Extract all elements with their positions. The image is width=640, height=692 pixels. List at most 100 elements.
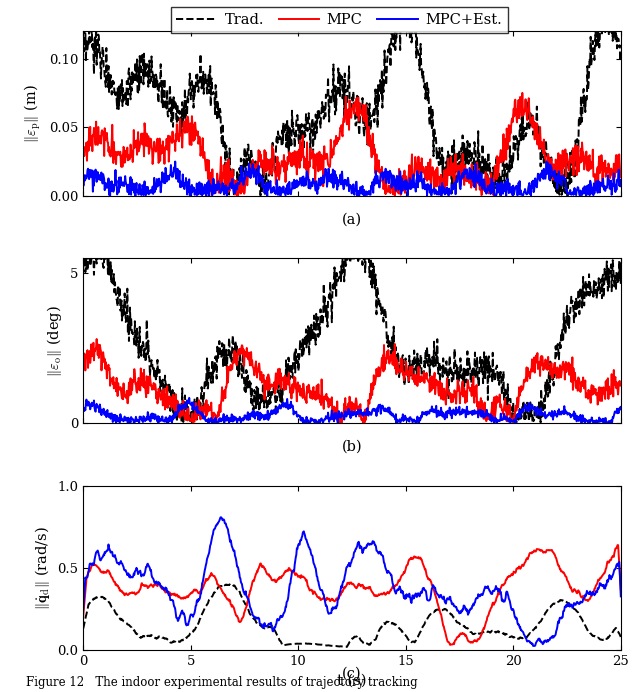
- Line: MPC: MPC: [83, 339, 621, 423]
- MPC+Est.: [298, 181, 305, 190]
- Trad.: [449, 181, 457, 189]
- Trad.: [393, 13, 401, 21]
- MPC+Est.: [449, 599, 457, 608]
- Trad.: [499, 376, 507, 385]
- Trad.: [509, 633, 517, 641]
- MPC: [617, 173, 625, 181]
- MPC: [233, 192, 241, 200]
- MPC+Est.: [449, 410, 457, 418]
- MPC+Est.: [617, 403, 625, 411]
- MPC: [93, 335, 100, 343]
- Y-axis label: $\|\boldsymbol{\varepsilon}_{\mathrm{o}}\|$ (deg): $\|\boldsymbol{\varepsilon}_{\mathrm{o}}…: [45, 305, 65, 376]
- Trad.: [617, 49, 625, 57]
- MPC: [79, 147, 87, 155]
- MPC: [317, 397, 324, 405]
- Trad.: [617, 632, 625, 641]
- Y-axis label: $\|\dot{\mathbf{q}}_{\mathrm{d}}\|$ (rad/s): $\|\dot{\mathbf{q}}_{\mathrm{d}}\|$ (rad…: [33, 526, 52, 610]
- MPC+Est.: [134, 570, 142, 579]
- Trad.: [343, 643, 351, 651]
- Y-axis label: $\|\boldsymbol{\varepsilon}_{\mathrm{p}}\|$ (m): $\|\boldsymbol{\varepsilon}_{\mathrm{p}}…: [23, 84, 44, 143]
- MPC: [518, 89, 526, 97]
- MPC+Est.: [617, 176, 625, 184]
- MPC+Est.: [317, 174, 325, 182]
- MPC: [317, 166, 324, 174]
- MPC: [449, 640, 457, 648]
- MPC: [298, 385, 305, 394]
- MPC+Est.: [186, 394, 193, 402]
- MPC+Est.: [600, 419, 607, 428]
- MPC: [79, 358, 87, 366]
- Trad.: [298, 339, 305, 347]
- Trad.: [316, 116, 324, 125]
- Trad.: [79, 34, 87, 42]
- MPC: [335, 419, 342, 427]
- MPC+Est.: [79, 181, 87, 189]
- Text: (a): (a): [342, 212, 362, 226]
- Trad.: [79, 254, 87, 262]
- MPC+Est.: [500, 182, 508, 190]
- MPC+Est.: [617, 592, 625, 601]
- Line: MPC+Est.: MPC+Est.: [83, 161, 621, 196]
- MPC: [298, 156, 305, 165]
- Trad.: [134, 630, 142, 639]
- Trad.: [449, 371, 457, 379]
- MPC+Est.: [172, 157, 179, 165]
- Text: (c): (c): [342, 667, 362, 681]
- MPC: [134, 588, 142, 597]
- MPC+Est.: [298, 536, 305, 545]
- Trad.: [449, 613, 457, 621]
- Line: Trad.: Trad.: [83, 17, 621, 196]
- MPC+Est.: [217, 513, 225, 521]
- Legend: Trad., MPC, MPC+Est.: Trad., MPC, MPC+Est.: [170, 8, 508, 33]
- Trad.: [317, 305, 324, 313]
- Trad.: [509, 419, 516, 427]
- MPC+Est.: [509, 417, 516, 426]
- Line: MPC: MPC: [83, 545, 621, 645]
- MPC: [509, 118, 516, 127]
- MPC: [499, 147, 507, 155]
- MPC+Est.: [531, 642, 538, 650]
- Trad.: [79, 625, 87, 633]
- Trad.: [178, 419, 186, 427]
- MPC+Est.: [298, 413, 305, 421]
- MPC: [499, 581, 507, 590]
- MPC: [316, 594, 324, 602]
- MPC+Est.: [132, 192, 140, 200]
- Trad.: [298, 639, 305, 648]
- MPC+Est.: [317, 416, 324, 424]
- MPC+Est.: [135, 190, 143, 199]
- MPC: [134, 128, 142, 136]
- Trad.: [509, 155, 516, 163]
- Line: MPC+Est.: MPC+Est.: [83, 398, 621, 424]
- MPC: [509, 571, 516, 579]
- MPC: [509, 417, 517, 426]
- Trad.: [499, 152, 507, 161]
- Trad.: [297, 148, 305, 156]
- MPC+Est.: [134, 417, 142, 425]
- MPC+Est.: [317, 586, 324, 594]
- MPC: [500, 406, 508, 414]
- Line: Trad.: Trad.: [83, 584, 621, 647]
- MPC: [449, 172, 457, 181]
- MPC: [449, 394, 457, 402]
- Trad.: [134, 89, 142, 97]
- Trad.: [500, 630, 508, 638]
- MPC: [446, 641, 454, 649]
- MPC: [135, 374, 143, 382]
- MPC: [297, 574, 305, 582]
- Line: MPC: MPC: [83, 93, 621, 196]
- Text: Figure 12   The indoor experimental results of trajectory tracking: Figure 12 The indoor experimental result…: [26, 675, 417, 689]
- Trad.: [134, 337, 142, 345]
- Trad.: [226, 580, 234, 588]
- MPC+Est.: [79, 403, 87, 412]
- MPC: [614, 541, 622, 549]
- MPC+Est.: [449, 185, 457, 193]
- Trad.: [317, 641, 324, 649]
- Text: (b): (b): [342, 439, 362, 454]
- MPC+Est.: [499, 596, 507, 604]
- MPC+Est.: [509, 606, 516, 614]
- MPC: [617, 381, 625, 390]
- MPC+Est.: [499, 415, 507, 424]
- Line: Trad.: Trad.: [83, 258, 621, 423]
- Trad.: [617, 281, 625, 289]
